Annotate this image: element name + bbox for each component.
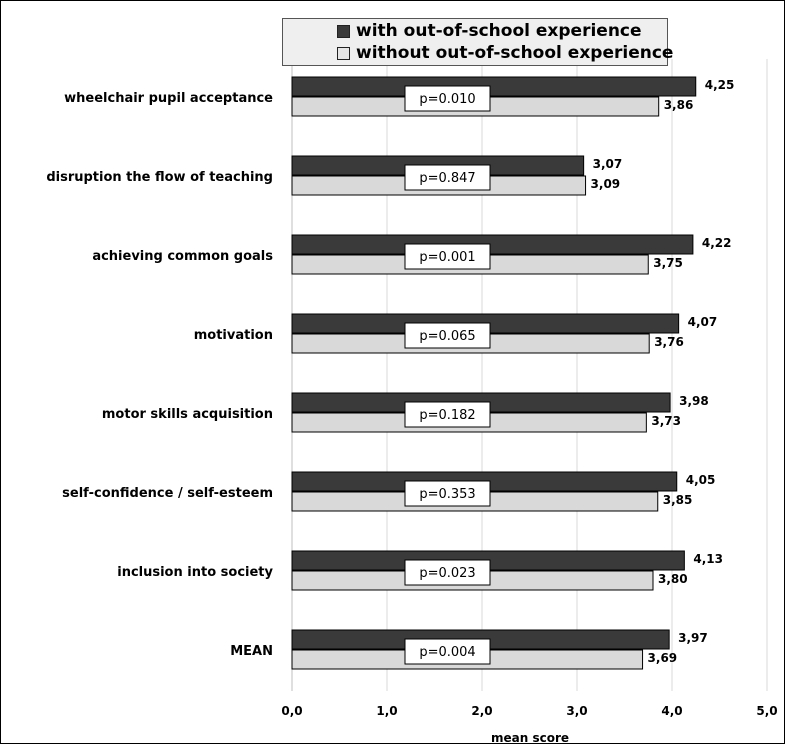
value-label-without-experience: 3,86 <box>664 98 694 112</box>
p-value-box <box>404 401 491 428</box>
value-label-without-experience: 3,85 <box>663 493 693 507</box>
category-label: MEAN <box>230 644 273 659</box>
p-value-label: p=0.010 <box>419 92 475 107</box>
p-value-box <box>404 638 491 665</box>
p-value-label: p=0.001 <box>419 250 475 265</box>
gridlines <box>291 59 768 691</box>
value-label-without-experience: 3,69 <box>648 651 678 665</box>
bar-with-experience <box>291 76 697 97</box>
category-label: achieving common goals <box>92 249 273 264</box>
legend-swatch-without-experience <box>337 46 350 60</box>
bars <box>291 76 697 670</box>
labels: 0,0 1,0 2,0 3,0 4,0 5,0 4,25 3,86 wheelchair pup… <box>46 78 777 718</box>
value-label-with-experience: 3,07 <box>593 157 623 171</box>
value-label-without-experience: 3,73 <box>651 414 681 428</box>
p-value-box <box>404 322 491 349</box>
legend-item-with-experience: with out-of-school experience <box>337 20 642 42</box>
x-axis-title: mean score <box>491 731 569 745</box>
value-label-without-experience: 3,76 <box>654 335 684 349</box>
category-label: disruption the flow of teaching <box>46 170 273 185</box>
p-value-label: p=0.353 <box>419 487 475 502</box>
x-tick-label: 2,0 <box>471 704 492 718</box>
p-value-box <box>404 480 491 507</box>
p-value-label: p=0.847 <box>419 171 475 186</box>
value-label-with-experience: 4,22 <box>702 236 732 250</box>
value-label-with-experience: 4,05 <box>686 473 716 487</box>
value-label-without-experience: 3,75 <box>653 256 683 270</box>
category-label: wheelchair pupil acceptance <box>64 91 273 106</box>
value-label-with-experience: 3,97 <box>678 631 708 645</box>
x-tick-label: 0,0 <box>281 704 302 718</box>
bar-with-experience <box>291 234 694 255</box>
legend-label-without-experience: without out-of-school experience <box>356 43 674 63</box>
p-value-label: p=0.182 <box>419 408 475 423</box>
p-value-label: p=0.023 <box>419 566 475 581</box>
category-label: motor skills acquisition <box>102 407 273 422</box>
p-value-box <box>404 243 491 270</box>
value-label-with-experience: 4,13 <box>693 552 723 566</box>
category-label: inclusion into society <box>117 565 273 580</box>
x-tick-label: 4,0 <box>661 704 682 718</box>
x-tick-label: 3,0 <box>566 704 587 718</box>
legend-label-with-experience: with out-of-school experience <box>356 21 642 41</box>
legend-item-without-experience: without out-of-school experience <box>337 42 673 64</box>
p-value-label: p=0.065 <box>419 329 475 344</box>
p-value-box <box>404 164 491 191</box>
value-label-with-experience: 4,25 <box>705 78 735 92</box>
value-label-with-experience: 3,98 <box>679 394 709 408</box>
value-label-with-experience: 4,07 <box>688 315 718 329</box>
p-value-label: p=0.004 <box>419 645 475 660</box>
p-value-box <box>404 85 491 112</box>
p-value-boxes: p=0.010 p=0.847 p=0.001 p=0.065 p=0.182 p=0.3… <box>404 85 491 665</box>
legend: with out-of-school experience without ou… <box>282 18 673 66</box>
category-label: self-confidence / self-esteem <box>62 486 273 501</box>
legend-swatch-with-experience <box>337 24 350 38</box>
value-label-without-experience: 3,09 <box>591 177 621 191</box>
x-tick-label: 5,0 <box>756 704 777 718</box>
value-label-without-experience: 3,80 <box>658 572 688 586</box>
x-tick-label: 1,0 <box>376 704 397 718</box>
category-label: motivation <box>194 328 273 343</box>
p-value-box <box>404 559 491 586</box>
